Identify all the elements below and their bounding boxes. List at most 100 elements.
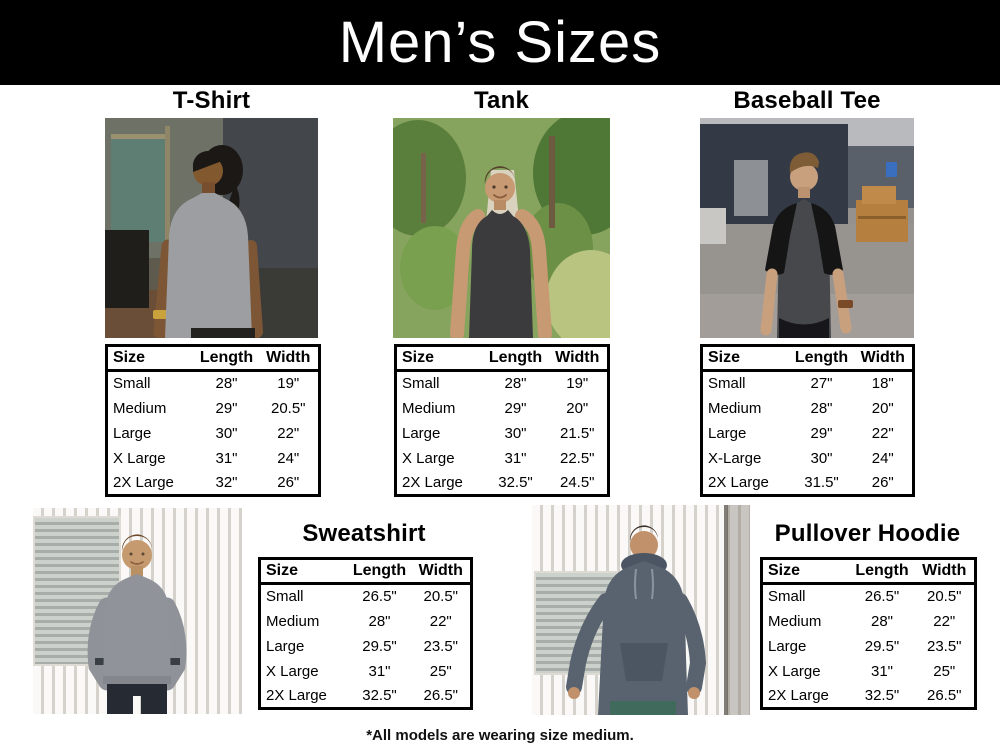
column-header-size: Size (259, 558, 348, 585)
models-size-footnote: *All models are wearing size medium. (366, 727, 634, 744)
length-cell: 28" (504, 375, 527, 393)
width-cell: 25" (429, 662, 452, 680)
length-cell: 28" (215, 375, 238, 393)
table-row: X Large 31" 24" (107, 446, 320, 471)
table-row: 2X Large 32.5" 26.5" (762, 684, 976, 709)
product-title-tshirt: T-Shirt (172, 87, 251, 114)
size-cell: X Large (113, 449, 166, 467)
size-cell: Medium (113, 399, 167, 417)
table-row: Large 30" 22" (107, 421, 320, 446)
table-row: 2X Large 32" 26" (107, 471, 320, 496)
width-cell: 20.5" (270, 399, 306, 417)
table-row: Small 28" 19" (396, 371, 609, 396)
width-cell: 24" (871, 449, 894, 467)
size-cell: 2X Large (708, 473, 769, 491)
table-row: Large 30" 21.5" (396, 421, 609, 446)
column-header-length: Length (789, 345, 854, 372)
width-cell: 19" (277, 375, 300, 393)
table-row: 2X Large 32.5" 24.5" (396, 471, 609, 496)
length-cell: 30" (215, 424, 238, 442)
sweatshirt-model-photo (33, 508, 242, 714)
product-title-pullover-hoodie: Pullover Hoodie (774, 520, 961, 547)
column-header-width: Width (411, 558, 472, 585)
size-cell: X-Large (708, 449, 762, 467)
size-cell: Small (266, 588, 304, 606)
width-cell: 26.5" (926, 686, 962, 704)
column-header-size: Size (701, 345, 790, 372)
table-header-row: Size Length Width (701, 345, 914, 372)
table-row: X Large 31" 22.5" (396, 446, 609, 471)
width-cell: 24.5" (559, 473, 595, 491)
table-row: 2X Large 32.5" 26.5" (260, 684, 472, 709)
wall-seam-line (724, 505, 728, 715)
size-cell: Large (113, 424, 152, 442)
size-cell: Small (113, 375, 151, 393)
length-cell: 31" (504, 449, 527, 467)
table-header-row: Size Length Width (259, 558, 472, 585)
size-cell: X Large (266, 662, 319, 680)
tank-model-illustration (393, 118, 610, 338)
pullover-hoodie-model-photo (532, 505, 750, 715)
page-title: Men’s Sizes (338, 9, 662, 75)
length-cell: 30" (504, 424, 527, 442)
size-cell: 2X Large (266, 686, 327, 704)
table-row: Large 29" 22" (702, 421, 914, 446)
length-cell: 31.5" (804, 473, 839, 491)
width-cell: 26" (871, 473, 894, 491)
table-row: Medium 28" 20" (702, 396, 914, 421)
product-title-baseball-tee: Baseball Tee (733, 87, 881, 114)
column-header-size: Size (395, 345, 484, 372)
width-cell: 26.5" (423, 686, 459, 704)
length-cell: 32.5" (362, 686, 397, 704)
table-row: X Large 31" 25" (762, 659, 976, 684)
table-header-row: Size Length Width (761, 558, 976, 585)
table-row: X Large 31" 25" (260, 659, 472, 684)
width-cell: 22" (277, 424, 300, 442)
product-title-sweatshirt: Sweatshirt (302, 520, 426, 547)
column-header-width: Width (853, 345, 914, 372)
length-cell: 26.5" (362, 588, 397, 606)
table-row: Medium 29" 20" (396, 396, 609, 421)
column-header-size: Size (761, 558, 850, 585)
width-cell: 20.5" (423, 588, 459, 606)
width-cell: 25" (933, 662, 956, 680)
width-cell: 19" (566, 375, 589, 393)
table-row: Small 26.5" 20.5" (762, 584, 976, 609)
length-cell: 32" (215, 473, 238, 491)
table-row: Large 29.5" 23.5" (260, 634, 472, 659)
length-cell: 32.5" (864, 686, 900, 704)
product-title-tank: Tank (473, 87, 530, 114)
length-cell: 31" (215, 449, 238, 467)
column-header-length: Length (483, 345, 548, 372)
size-cell: Large (402, 424, 441, 442)
length-cell: 31" (368, 662, 391, 680)
tank-model-photo (393, 118, 610, 338)
width-cell: 23.5" (423, 637, 459, 655)
width-cell: 18" (871, 375, 894, 393)
size-cell: Small (768, 588, 806, 606)
table-row: Medium 28" 22" (762, 609, 976, 634)
width-cell: 24" (277, 449, 300, 467)
length-cell: 29.5" (864, 637, 900, 655)
size-cell: Medium (708, 399, 762, 417)
size-cell: Large (266, 637, 305, 655)
tshirt-size-table: Size Length Width Small 28" 19" Medium 2… (105, 344, 321, 497)
table-header-row: Size Length Width (106, 345, 320, 372)
length-cell: 30" (810, 449, 833, 467)
width-cell: 21.5" (559, 424, 595, 442)
tank-size-table: Size Length Width Small 28" 19" Medium 2… (394, 344, 610, 497)
table-row: 2X Large 31.5" 26" (702, 471, 914, 496)
width-cell: 22" (429, 612, 452, 630)
sweatshirt-size-table: Size Length Width Small 26.5" 20.5" Medi… (258, 557, 473, 710)
column-header-length: Length (194, 345, 259, 372)
size-cell: 2X Large (113, 473, 174, 491)
size-cell: Small (708, 375, 746, 393)
width-cell: 22.5" (559, 449, 595, 467)
length-cell: 32.5" (498, 473, 533, 491)
width-cell: 20" (566, 399, 589, 417)
width-cell: 20.5" (926, 588, 962, 606)
length-cell: 31" (870, 662, 893, 680)
width-cell: 26" (277, 473, 300, 491)
column-header-size: Size (106, 345, 195, 372)
length-cell: 27" (810, 375, 833, 393)
